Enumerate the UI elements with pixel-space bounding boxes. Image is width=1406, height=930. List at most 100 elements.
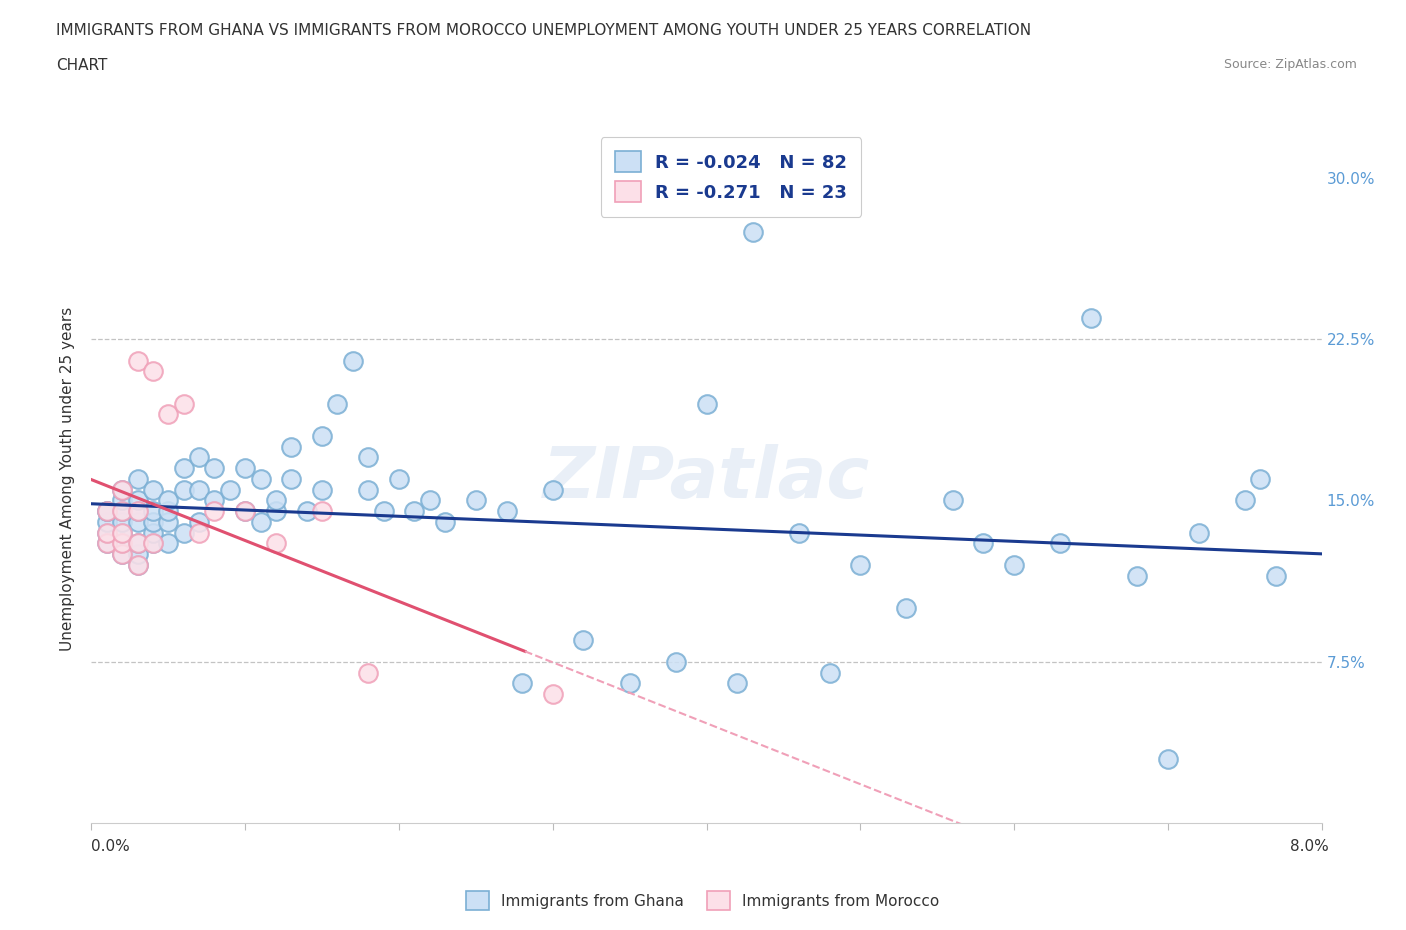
Point: [157, 407, 180, 422]
Point: [188, 450, 211, 465]
Y-axis label: Unemployment Among Youth under 25 years: Unemployment Among Youth under 25 years: [60, 307, 76, 651]
Point: [127, 504, 149, 519]
Point: [295, 504, 318, 519]
Point: [342, 353, 364, 368]
Point: [188, 525, 211, 540]
Point: [142, 364, 165, 379]
Point: [111, 514, 134, 529]
Point: [972, 536, 994, 551]
Point: [96, 525, 118, 540]
Point: [173, 483, 195, 498]
Point: [142, 504, 165, 519]
Point: [127, 353, 149, 368]
Point: [1187, 525, 1209, 540]
Point: [249, 472, 271, 486]
Point: [233, 460, 256, 475]
Point: [311, 504, 333, 519]
Point: [818, 665, 841, 680]
Point: [142, 536, 165, 551]
Text: 8.0%: 8.0%: [1289, 839, 1329, 854]
Point: [849, 558, 872, 573]
Point: [896, 601, 918, 616]
Point: [202, 460, 225, 475]
Point: [111, 536, 134, 551]
Point: [111, 504, 134, 519]
Point: [665, 655, 688, 670]
Point: [619, 676, 641, 691]
Point: [495, 504, 517, 519]
Point: [142, 483, 165, 498]
Point: [464, 493, 486, 508]
Point: [96, 504, 118, 519]
Point: [249, 514, 271, 529]
Point: [1233, 493, 1256, 508]
Point: [264, 504, 287, 519]
Point: [357, 665, 380, 680]
Point: [111, 547, 134, 562]
Point: [541, 686, 564, 701]
Point: [173, 525, 195, 540]
Point: [127, 472, 149, 486]
Point: [96, 504, 118, 519]
Point: [142, 525, 165, 540]
Point: [572, 632, 595, 647]
Point: [127, 493, 149, 508]
Text: Source: ZipAtlas.com: Source: ZipAtlas.com: [1223, 58, 1357, 71]
Point: [280, 439, 302, 454]
Point: [157, 536, 180, 551]
Point: [157, 493, 180, 508]
Point: [695, 396, 717, 411]
Point: [404, 504, 426, 519]
Point: [142, 514, 165, 529]
Point: [541, 483, 564, 498]
Point: [941, 493, 963, 508]
Point: [127, 558, 149, 573]
Point: [127, 536, 149, 551]
Point: [1049, 536, 1071, 551]
Point: [787, 525, 810, 540]
Point: [188, 483, 211, 498]
Point: [1264, 568, 1286, 583]
Point: [127, 536, 149, 551]
Legend: Immigrants from Ghana, Immigrants from Morocco: Immigrants from Ghana, Immigrants from M…: [458, 884, 948, 918]
Point: [96, 536, 118, 551]
Legend: R = -0.024   N = 82, R = -0.271   N = 23: R = -0.024 N = 82, R = -0.271 N = 23: [600, 137, 862, 217]
Point: [1157, 751, 1180, 766]
Point: [218, 483, 240, 498]
Point: [111, 536, 134, 551]
Point: [1249, 472, 1271, 486]
Point: [127, 504, 149, 519]
Point: [111, 547, 134, 562]
Point: [280, 472, 302, 486]
Point: [326, 396, 349, 411]
Point: [111, 504, 134, 519]
Point: [202, 504, 225, 519]
Text: CHART: CHART: [56, 58, 108, 73]
Point: [419, 493, 441, 508]
Point: [111, 493, 134, 508]
Point: [741, 224, 763, 239]
Point: [725, 676, 748, 691]
Point: [264, 536, 287, 551]
Point: [96, 514, 118, 529]
Text: 0.0%: 0.0%: [91, 839, 131, 854]
Point: [173, 460, 195, 475]
Point: [311, 483, 333, 498]
Point: [173, 396, 195, 411]
Point: [373, 504, 395, 519]
Point: [96, 536, 118, 551]
Point: [1126, 568, 1149, 583]
Point: [188, 514, 211, 529]
Point: [388, 472, 411, 486]
Point: [111, 525, 134, 540]
Text: IMMIGRANTS FROM GHANA VS IMMIGRANTS FROM MOROCCO UNEMPLOYMENT AMONG YOUTH UNDER : IMMIGRANTS FROM GHANA VS IMMIGRANTS FROM…: [56, 23, 1032, 38]
Point: [96, 504, 118, 519]
Point: [510, 676, 533, 691]
Point: [142, 536, 165, 551]
Point: [1002, 558, 1025, 573]
Point: [311, 429, 333, 444]
Point: [127, 514, 149, 529]
Point: [127, 547, 149, 562]
Point: [111, 483, 134, 498]
Text: ZIPatlас: ZIPatlас: [543, 445, 870, 513]
